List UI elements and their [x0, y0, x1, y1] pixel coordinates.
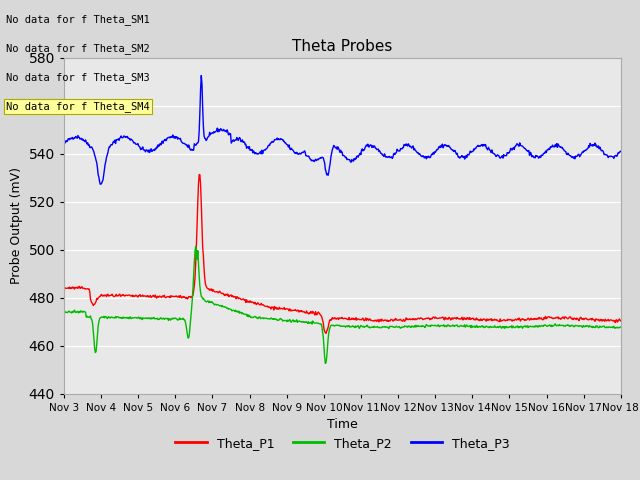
Title: Theta Probes: Theta Probes: [292, 39, 392, 54]
Text: No data for f Theta_SM4: No data for f Theta_SM4: [6, 101, 150, 112]
Legend: Theta_P1, Theta_P2, Theta_P3: Theta_P1, Theta_P2, Theta_P3: [170, 432, 515, 455]
X-axis label: Time: Time: [327, 418, 358, 431]
Text: No data for f Theta_SM1: No data for f Theta_SM1: [6, 14, 150, 25]
Text: No data for f Theta_SM3: No data for f Theta_SM3: [6, 72, 150, 83]
Y-axis label: Probe Output (mV): Probe Output (mV): [10, 167, 23, 284]
Text: No data for f Theta_SM2: No data for f Theta_SM2: [6, 43, 150, 54]
